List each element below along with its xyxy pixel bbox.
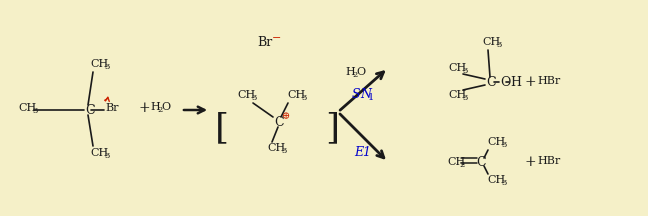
Text: 3: 3: [32, 107, 38, 115]
Text: CH: CH: [90, 59, 108, 69]
Text: HBr: HBr: [537, 156, 561, 166]
Text: CH: CH: [287, 90, 305, 100]
Text: 2: 2: [459, 161, 464, 169]
Text: E: E: [354, 146, 363, 159]
Text: +: +: [138, 101, 150, 115]
Text: CH: CH: [487, 137, 505, 147]
Text: 3: 3: [462, 67, 467, 75]
Text: 3: 3: [496, 41, 502, 49]
Text: 3: 3: [501, 179, 506, 187]
Text: CH: CH: [18, 103, 36, 113]
Text: 2: 2: [352, 71, 357, 79]
Text: S: S: [352, 89, 361, 102]
Text: O: O: [356, 67, 365, 77]
Text: H: H: [510, 76, 521, 89]
Text: Br: Br: [257, 35, 272, 49]
Text: 1: 1: [362, 146, 370, 159]
Text: 3: 3: [104, 152, 110, 160]
Text: C: C: [476, 156, 485, 168]
Text: 2: 2: [157, 106, 162, 114]
Text: 3: 3: [281, 147, 286, 155]
Text: ⊕: ⊕: [282, 113, 290, 121]
Text: ]: ]: [325, 111, 339, 145]
Text: −: −: [272, 33, 281, 43]
Text: C: C: [85, 103, 95, 116]
Text: +: +: [525, 75, 537, 89]
Text: [: [: [215, 111, 229, 145]
Text: H: H: [345, 67, 354, 77]
Text: CH: CH: [487, 175, 505, 185]
Text: 3: 3: [301, 94, 307, 102]
Text: C: C: [486, 76, 496, 89]
FancyArrowPatch shape: [105, 97, 110, 102]
Text: CH: CH: [448, 63, 467, 73]
Text: CH: CH: [90, 148, 108, 158]
Text: CH: CH: [447, 157, 465, 167]
Text: N: N: [360, 89, 371, 102]
Text: Br: Br: [105, 103, 119, 113]
Text: 3: 3: [462, 94, 467, 102]
Text: CH: CH: [482, 37, 500, 47]
Text: 3: 3: [501, 141, 506, 149]
Text: H: H: [150, 102, 160, 112]
Text: CH: CH: [448, 90, 467, 100]
Text: CH: CH: [267, 143, 285, 153]
Text: O: O: [161, 102, 170, 112]
Text: C: C: [274, 116, 284, 129]
Text: 3: 3: [104, 63, 110, 71]
Text: CH: CH: [237, 90, 255, 100]
Text: 3: 3: [251, 94, 257, 102]
Text: +: +: [525, 155, 537, 169]
Text: HBr: HBr: [537, 76, 561, 86]
Text: O: O: [500, 76, 511, 89]
Text: 1: 1: [368, 94, 375, 103]
